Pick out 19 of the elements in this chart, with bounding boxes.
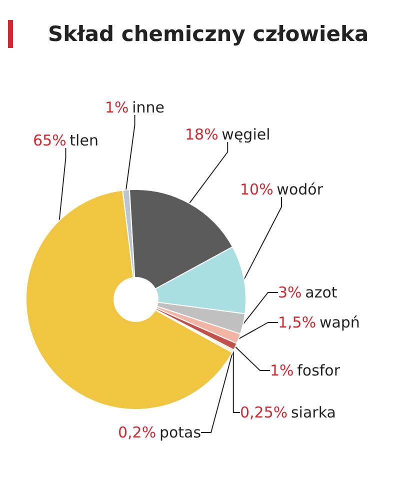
data-label: 10% <box>240 180 274 198</box>
slice-label: fosfor <box>297 362 341 380</box>
data-label: 65% <box>33 132 66 150</box>
data-label: 1% <box>270 362 294 380</box>
data-label: 0,2% <box>118 424 156 442</box>
chart-title: Skład chemiczny człowieka <box>48 22 369 46</box>
slice-label: węgiel <box>222 126 270 144</box>
slice-label: wapń <box>319 314 360 332</box>
slice-label: potas <box>159 424 202 442</box>
slice-label: wodór <box>276 180 324 198</box>
data-label: 1,5% <box>278 314 316 332</box>
data-label: 0,25% <box>240 404 288 422</box>
data-label: 18% <box>185 126 218 144</box>
slice-label: siarka <box>290 404 336 422</box>
data-label: 1% <box>105 98 129 116</box>
slice-label: tlen <box>70 132 98 150</box>
slice-label: azot <box>305 284 338 302</box>
slice-label: inne <box>132 98 165 116</box>
data-label: 3% <box>278 284 302 302</box>
